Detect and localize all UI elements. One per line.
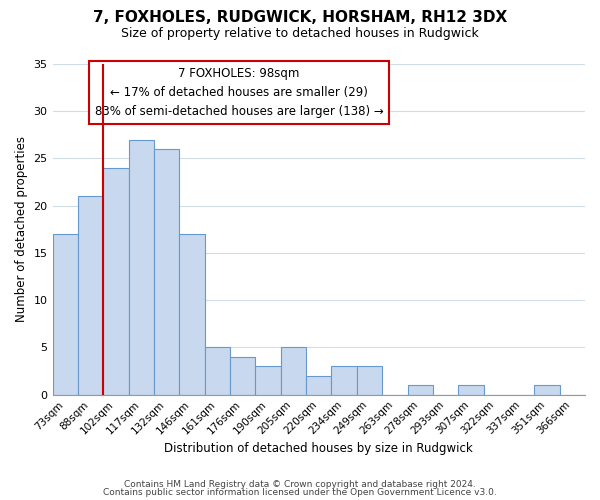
Bar xyxy=(458,386,484,394)
Bar xyxy=(407,386,433,394)
Bar xyxy=(256,366,281,394)
Text: Size of property relative to detached houses in Rudgwick: Size of property relative to detached ho… xyxy=(121,28,479,40)
Bar xyxy=(205,348,230,395)
Text: 7 FOXHOLES: 98sqm
← 17% of detached houses are smaller (29)
83% of semi-detached: 7 FOXHOLES: 98sqm ← 17% of detached hous… xyxy=(95,68,383,118)
Bar xyxy=(534,386,560,394)
Bar xyxy=(53,234,78,394)
Bar xyxy=(230,357,256,395)
Bar xyxy=(281,348,306,395)
Text: Contains HM Land Registry data © Crown copyright and database right 2024.: Contains HM Land Registry data © Crown c… xyxy=(124,480,476,489)
Text: 7, FOXHOLES, RUDGWICK, HORSHAM, RH12 3DX: 7, FOXHOLES, RUDGWICK, HORSHAM, RH12 3DX xyxy=(93,10,507,25)
Bar xyxy=(128,140,154,394)
Bar xyxy=(306,376,331,394)
Bar xyxy=(331,366,357,394)
Bar xyxy=(179,234,205,394)
Bar xyxy=(357,366,382,394)
Bar xyxy=(103,168,128,394)
Bar xyxy=(154,149,179,394)
Y-axis label: Number of detached properties: Number of detached properties xyxy=(15,136,28,322)
Text: Contains public sector information licensed under the Open Government Licence v3: Contains public sector information licen… xyxy=(103,488,497,497)
X-axis label: Distribution of detached houses by size in Rudgwick: Distribution of detached houses by size … xyxy=(164,442,473,455)
Bar xyxy=(78,196,103,394)
